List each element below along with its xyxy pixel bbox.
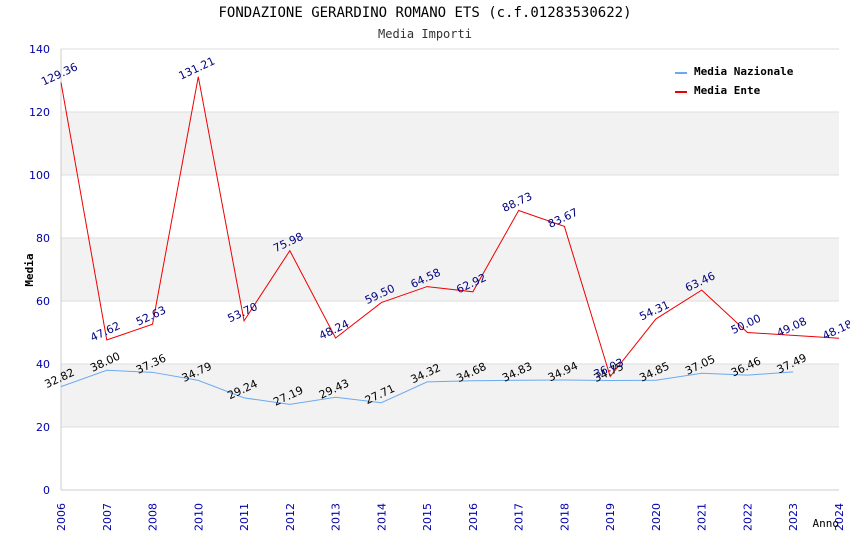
x-tick-label: 2010 (192, 503, 205, 531)
data-label: 131.21 (177, 54, 217, 82)
grid-band (61, 238, 839, 301)
series-line (60, 76, 840, 378)
data-label: 88.73 (500, 190, 534, 215)
x-tick-label: 2018 (558, 503, 571, 531)
series-line (60, 369, 794, 405)
y-tick-label: 100 (29, 169, 50, 182)
x-tick-label: 2024 (833, 503, 846, 531)
y-tick-label: 120 (29, 106, 50, 119)
x-tick-label: 2023 (787, 503, 800, 531)
x-tick-label: 2019 (604, 503, 617, 531)
legend-label: Media Nazionale (694, 65, 794, 78)
x-tick-label: 2021 (696, 503, 709, 531)
x-tick-label: 2007 (101, 503, 114, 531)
y-tick-label: 60 (36, 295, 50, 308)
x-tick-label: 2008 (147, 503, 160, 531)
data-label: 48.24 (317, 317, 351, 342)
y-tick-label: 80 (36, 232, 50, 245)
data-label: 48.18 (820, 318, 850, 343)
x-tick-label: 2006 (55, 503, 68, 531)
chart-subtitle: Media Importi (378, 27, 472, 41)
data-label: 54.31 (637, 298, 671, 323)
x-tick-label: 2017 (513, 503, 526, 531)
x-tick-label: 2020 (650, 503, 663, 531)
data-label: 47.62 (88, 319, 122, 344)
x-tick-label: 2022 (741, 503, 754, 531)
legend-label: Media Ente (694, 84, 761, 97)
data-label: 53.70 (226, 300, 260, 325)
y-axis-label: Media (23, 253, 36, 286)
data-label: 83.67 (546, 206, 580, 231)
chart-title: FONDAZIONE GERARDINO ROMANO ETS (c.f.012… (218, 5, 632, 21)
grid-band (61, 364, 839, 427)
data-label: 129.36 (39, 60, 79, 88)
x-tick-label: 2015 (421, 503, 434, 531)
y-tick-label: 20 (36, 421, 50, 434)
x-tick-label: 2012 (284, 503, 297, 531)
x-tick-label: 2013 (330, 503, 343, 531)
x-axis-label: Anno (813, 517, 840, 530)
x-tick-label: 2011 (238, 503, 251, 531)
y-tick-label: 140 (29, 43, 50, 56)
y-tick-label: 40 (36, 358, 50, 371)
grid-band (61, 112, 839, 175)
y-tick-label: 0 (43, 484, 50, 497)
x-tick-label: 2014 (375, 503, 388, 531)
x-tick-label: 2016 (467, 503, 480, 531)
